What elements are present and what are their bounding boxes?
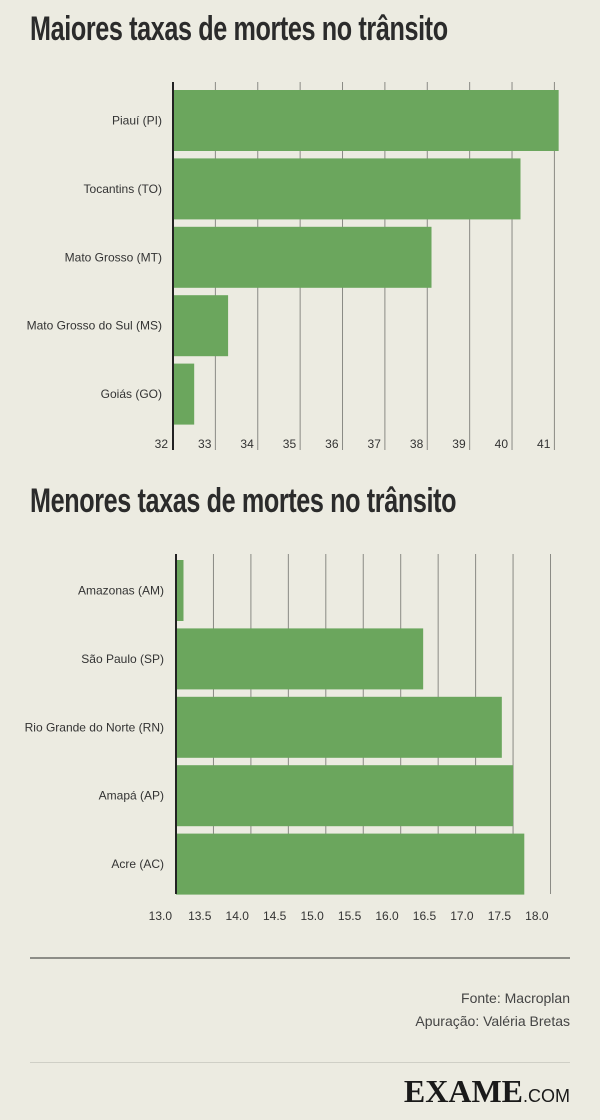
- category-label: Tocantins (TO): [84, 182, 162, 196]
- category-label: São Paulo (SP): [81, 652, 164, 666]
- tick-label: 36: [325, 437, 339, 451]
- bar: [173, 158, 521, 220]
- tick-label: 39: [452, 437, 466, 451]
- category-label: Amapá (AP): [99, 789, 164, 803]
- category-label: Piauí (PI): [112, 114, 162, 128]
- bar: [173, 295, 229, 357]
- credit-note: Apuração: Valéria Bretas: [415, 1013, 570, 1029]
- tick-label: 38: [410, 437, 424, 451]
- tick-label: 32: [155, 437, 169, 451]
- bar: [173, 363, 195, 425]
- logo-wordmark: EXAME: [403, 1073, 523, 1109]
- category-label: Amazonas (AM): [78, 584, 164, 598]
- tick-label: 16.5: [413, 909, 437, 923]
- tick-label: 14.0: [226, 909, 250, 923]
- logo-suffix: .COM: [523, 1086, 570, 1106]
- chart-title-maiores: Maiores taxas de mortes no trânsito: [30, 10, 448, 48]
- tick-label: 17.5: [488, 909, 512, 923]
- tick-label: 41: [537, 437, 551, 451]
- bar: [173, 90, 559, 151]
- tick-label: 17.0: [450, 909, 474, 923]
- tick-label: 18.0: [525, 909, 549, 923]
- tick-label: 33: [198, 437, 212, 451]
- category-label: Acre (AC): [111, 857, 164, 871]
- tick-label: 15.0: [300, 909, 324, 923]
- tick-label: 13.5: [188, 909, 212, 923]
- category-label: Mato Grosso do Sul (MS): [27, 319, 162, 333]
- bar: [176, 765, 514, 827]
- category-label: Rio Grande do Norte (RN): [25, 720, 164, 734]
- chart-maiores-taxas: Piauí (PI) Tocantins (TO) Mato Grosso (MT)…: [27, 82, 559, 451]
- tick-label: 37: [368, 437, 382, 451]
- exame-logo: EXAME.COM: [404, 1073, 570, 1110]
- category-label: Goiás (GO): [101, 387, 162, 401]
- tick-label: 14.5: [263, 909, 287, 923]
- bar: [176, 560, 184, 621]
- source-note: Fonte: Macroplan: [461, 990, 570, 1006]
- category-label: Mato Grosso (MT): [65, 250, 162, 264]
- chart-title-menores: Menores taxas de mortes no trânsito: [30, 482, 457, 520]
- tick-label: 35: [283, 437, 297, 451]
- chart-menores-taxas: Amazonas (AM) São Paulo (SP) Rio Grande do…: [25, 554, 552, 923]
- tick-label: 16.0: [375, 909, 399, 923]
- divider-bottom: [30, 1062, 570, 1063]
- bar: [176, 696, 502, 758]
- tick-label: 15.5: [338, 909, 362, 923]
- tick-label: 34: [240, 437, 254, 451]
- tick-label: 40: [495, 437, 509, 451]
- tick-label: 13.0: [149, 909, 173, 923]
- bar: [173, 226, 432, 288]
- bar: [176, 628, 424, 690]
- bar: [176, 833, 525, 895]
- divider-top: [30, 957, 570, 959]
